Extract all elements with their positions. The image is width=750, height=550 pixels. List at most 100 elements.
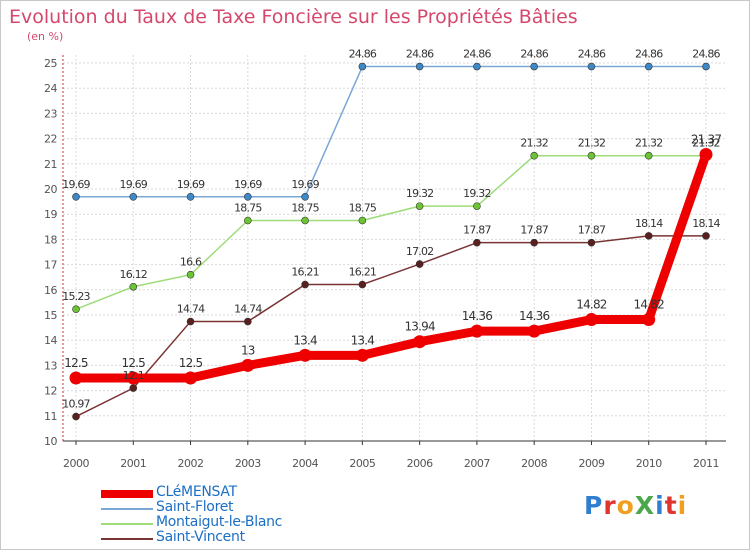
series-point-3 — [642, 313, 656, 327]
series-point-1 — [301, 216, 309, 225]
series-point-1 — [72, 305, 80, 314]
legend-swatch-clemensat — [101, 490, 153, 498]
series-point-2 — [244, 317, 252, 326]
series-point-3 — [241, 358, 255, 372]
data-label-2: 10.97 — [62, 398, 90, 411]
series-point-2 — [301, 280, 309, 289]
data-label-2: 12.1 — [123, 369, 144, 382]
data-label-0: 24.86 — [520, 48, 548, 61]
x-tick-label: 2010 — [636, 457, 662, 470]
series-point-1 — [530, 151, 538, 160]
data-label-0: 19.69 — [177, 178, 205, 191]
series-point-2 — [72, 412, 80, 421]
data-label-3: 12.5 — [64, 356, 88, 370]
y-tick-label: 22 — [44, 133, 57, 146]
series-line-0 — [75, 65, 707, 198]
series-line-1 — [75, 154, 707, 310]
unit-label: (en %) — [27, 30, 64, 43]
series-point-3 — [527, 324, 541, 338]
data-label-3: 12.5 — [179, 356, 203, 370]
series-point-0 — [301, 193, 309, 201]
x-tick-label: 2006 — [407, 457, 433, 470]
y-tick-label: 21 — [44, 158, 57, 171]
data-label-2: 14.74 — [234, 303, 262, 316]
x-tick-label: 2005 — [349, 457, 375, 470]
y-tick-label: 11 — [44, 410, 57, 423]
legend-swatch-saint-floret — [101, 508, 153, 510]
data-label-3: 13.4 — [293, 333, 317, 347]
series-point-3 — [184, 371, 198, 385]
x-tick-label: 2000 — [63, 457, 89, 470]
series-point-1 — [644, 151, 653, 160]
data-label-0: 24.86 — [692, 48, 720, 61]
y-tick-label: 19 — [44, 208, 57, 221]
x-tick-label: 2004 — [292, 457, 318, 470]
data-label-1: 19.32 — [406, 187, 434, 200]
series-point-2 — [587, 238, 596, 247]
x-tick-label: 2009 — [578, 457, 604, 470]
series-point-0 — [644, 62, 653, 71]
series-point-0 — [587, 62, 596, 71]
data-label-0: 19.69 — [234, 178, 262, 191]
series-point-0 — [244, 193, 252, 201]
data-label-1: 21.32 — [520, 137, 548, 150]
brand-letter: o — [616, 491, 635, 520]
legend-swatch-saint-vincent — [101, 538, 153, 540]
data-label-1: 18.75 — [291, 202, 319, 215]
legend-swatch-montaigut — [101, 523, 153, 525]
series-line-2 — [75, 235, 707, 418]
data-label-2: 16.21 — [291, 266, 319, 279]
y-tick-label: 12 — [44, 385, 57, 398]
y-tick-label: 10 — [44, 435, 57, 448]
data-label-0: 19.69 — [120, 178, 148, 191]
data-label-3: 13.4 — [351, 333, 375, 347]
data-label-3: 12.5 — [122, 356, 146, 370]
y-tick-label: 18 — [44, 233, 57, 246]
proxiti-logo: ProXiti — [584, 491, 687, 520]
x-tick-label: 2002 — [178, 457, 204, 470]
y-tick-label: 14 — [44, 334, 57, 347]
series-point-3 — [584, 313, 598, 327]
brand-letter: r — [603, 491, 617, 520]
y-tick-label: 23 — [44, 107, 57, 120]
data-label-1: 18.75 — [349, 202, 377, 215]
legend-label-saint-floret: Saint-Floret — [156, 499, 234, 515]
series-point-0 — [186, 193, 195, 201]
data-label-0: 24.86 — [463, 48, 491, 61]
legend-label-montaigut: Montaigut-le-Blanc — [156, 514, 283, 530]
series-point-2 — [473, 238, 481, 247]
data-label-1: 19.32 — [463, 187, 491, 200]
data-label-3: 14.82 — [634, 298, 665, 312]
legend-label-saint-vincent: Saint-Vincent — [156, 529, 245, 545]
x-tick-label: 2008 — [521, 457, 547, 470]
y-tick-label: 13 — [44, 359, 57, 372]
y-tick-label: 16 — [44, 284, 57, 297]
data-label-2: 17.87 — [463, 224, 491, 237]
series-point-0 — [415, 62, 424, 71]
data-label-2: 17.87 — [520, 224, 548, 237]
data-label-3: 13 — [241, 343, 255, 357]
x-tick-label: 2011 — [693, 457, 719, 470]
legend-label-clemensat: CLéMENSAT — [156, 484, 237, 500]
y-tick-label: 24 — [44, 82, 57, 95]
data-label-1: 16.6 — [180, 256, 202, 269]
brand-letter: i — [677, 491, 688, 520]
series-point-3 — [470, 324, 484, 338]
brand-letter: i — [655, 491, 665, 520]
data-label-2: 14.74 — [177, 303, 205, 316]
series-point-0 — [129, 193, 138, 201]
series-point-0 — [358, 62, 367, 71]
series-point-2 — [186, 317, 195, 326]
data-label-2: 17.02 — [406, 245, 434, 258]
series-point-0 — [72, 193, 80, 201]
data-label-0: 24.86 — [578, 48, 606, 61]
y-tick-label: 17 — [44, 259, 57, 272]
data-label-1: 21.32 — [635, 137, 663, 150]
series-point-1 — [587, 151, 596, 160]
series-point-3 — [298, 348, 312, 362]
data-label-3: 14.82 — [576, 298, 607, 312]
data-label-1: 21.32 — [578, 137, 606, 150]
series-point-0 — [530, 62, 538, 71]
data-label-2: 18.14 — [692, 217, 720, 230]
